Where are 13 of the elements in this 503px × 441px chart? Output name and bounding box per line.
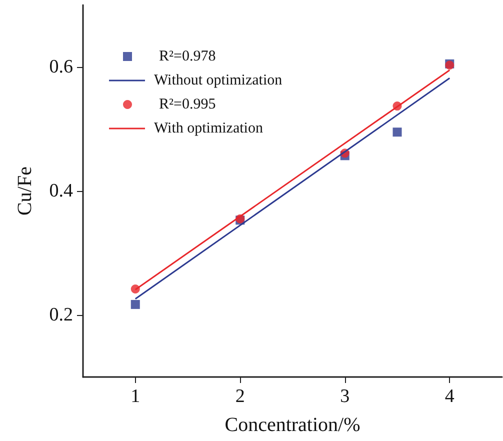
y-tick-label: 0.4 <box>49 180 74 202</box>
y-tick-label: 0.6 <box>49 56 73 78</box>
legend-label: Without optimization <box>154 72 283 88</box>
x-tick-label: 4 <box>444 386 455 407</box>
x-tick-label: 3 <box>340 386 350 407</box>
legend-label: R²=0.978 <box>159 48 216 64</box>
x-tick-label: 1 <box>130 386 140 407</box>
x-tick-label: 2 <box>235 386 245 407</box>
x-axis-title: Concentration/% <box>224 414 360 436</box>
legend-label: R²=0.995 <box>159 96 216 112</box>
legend-label: With optimization <box>154 120 264 136</box>
y-tick-label: 0.2 <box>49 304 73 326</box>
y-axis-title: Cu/Fe <box>14 166 36 216</box>
